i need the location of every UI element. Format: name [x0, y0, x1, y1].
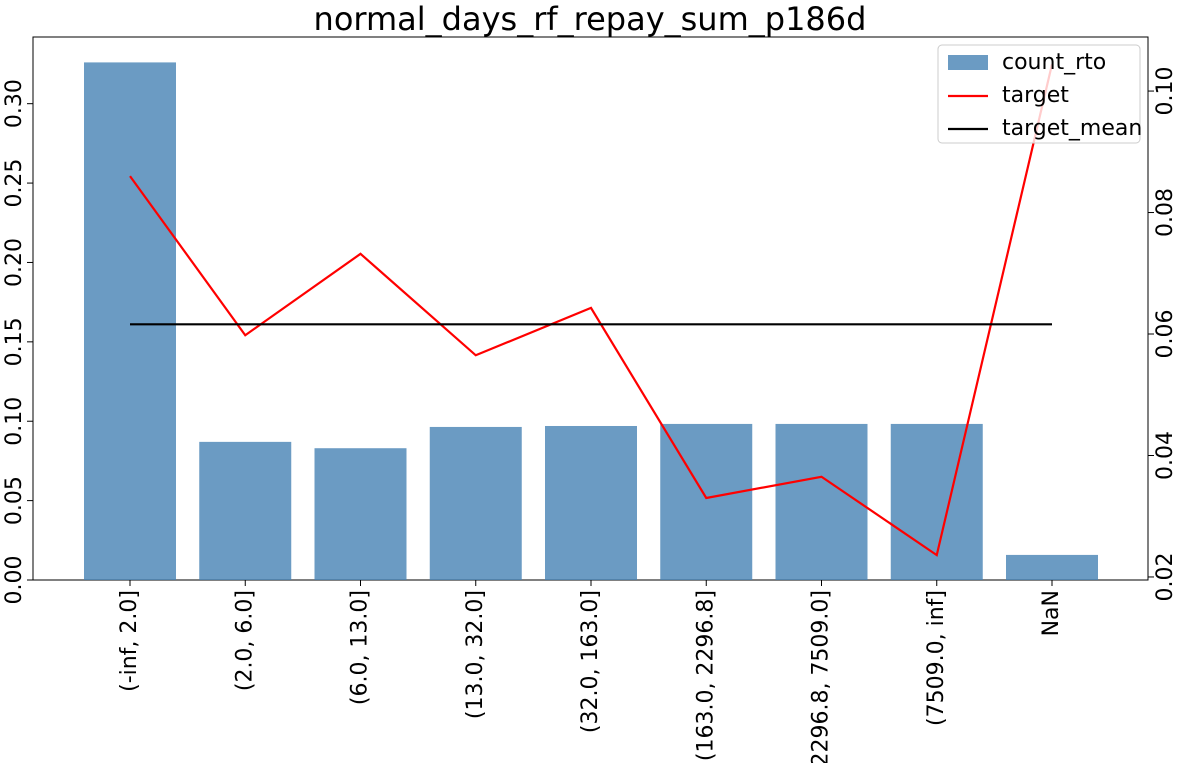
chart-title: normal_days_rf_repay_sum_p186d — [314, 0, 867, 38]
y2-tick-label: 0.02 — [1153, 552, 1178, 601]
x-tick-label: (-inf, 2.0] — [117, 590, 142, 692]
bar — [775, 423, 868, 580]
y2-tick-label: 0.08 — [1153, 188, 1178, 237]
y-tick-label: 0.15 — [2, 317, 27, 366]
y-tick-label: 0.30 — [2, 79, 27, 128]
y-tick-label: 0.20 — [2, 238, 27, 287]
bar — [84, 62, 176, 581]
y2-tick-label: 0.04 — [1153, 431, 1178, 480]
bar — [429, 426, 522, 580]
y2-tick-label: 0.06 — [1153, 310, 1178, 359]
x-tick-label: (7509.0, inf] — [924, 590, 949, 726]
bar — [545, 425, 637, 580]
bar — [1006, 554, 1098, 580]
bar — [199, 441, 292, 580]
x-tick-label: (6.0, 13.0] — [348, 590, 373, 705]
y-tick-label: 0.05 — [2, 476, 27, 525]
bar — [890, 423, 983, 580]
y-tick-label: 0.10 — [2, 397, 27, 446]
legend-label: target_mean — [1002, 116, 1142, 141]
x-tick-label: (32.0, 163.0] — [578, 590, 603, 733]
y-tick-label: 0.25 — [2, 159, 27, 208]
y-tick-label: 0.00 — [2, 556, 27, 605]
legend-box — [937, 44, 1141, 144]
bar — [314, 448, 407, 580]
x-tick-label: NaN — [1039, 590, 1064, 636]
x-tick-label: (13.0, 32.0] — [463, 590, 488, 719]
legend-label: target — [1002, 83, 1069, 108]
x-tick-label: (163.0, 2296.8] — [693, 590, 718, 761]
bar — [660, 423, 753, 580]
x-tick-label: (2296.8, 7509.0] — [809, 590, 834, 763]
legend-label: count_rto — [1002, 50, 1106, 75]
x-tick-label: (2.0, 6.0] — [232, 590, 257, 691]
y2-tick-label: 0.10 — [1153, 67, 1178, 116]
legend-swatch — [948, 55, 988, 70]
line — [129, 64, 1054, 557]
